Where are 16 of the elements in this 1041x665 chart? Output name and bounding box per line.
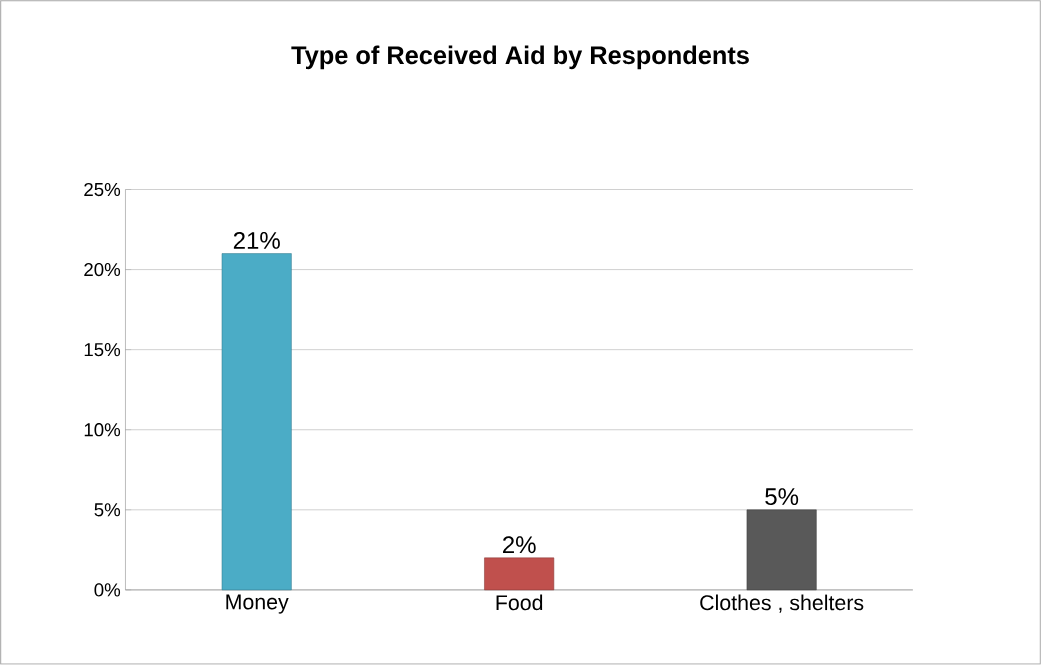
bar	[221, 253, 292, 591]
y-tick-label: 5%	[94, 503, 121, 517]
x-tick-label: Money	[226, 594, 289, 614]
data-label: 5%	[765, 488, 799, 506]
y-tick-label: 10%	[84, 423, 121, 437]
data-label: 2%	[503, 536, 536, 554]
x-tick-label: Clothes , shelters	[700, 594, 864, 613]
y-tick-label: 0%	[94, 583, 121, 597]
bar	[484, 557, 555, 591]
bar	[746, 509, 817, 591]
y-tick-label: 20%	[84, 263, 121, 277]
y-tick-label: 25%	[84, 183, 121, 197]
chart-title: Type of Received Aid by Respondents	[291, 45, 749, 70]
y-tick-label: 15%	[84, 343, 121, 357]
x-tick-label: Food	[496, 594, 543, 611]
data-label: 21%	[233, 232, 280, 250]
